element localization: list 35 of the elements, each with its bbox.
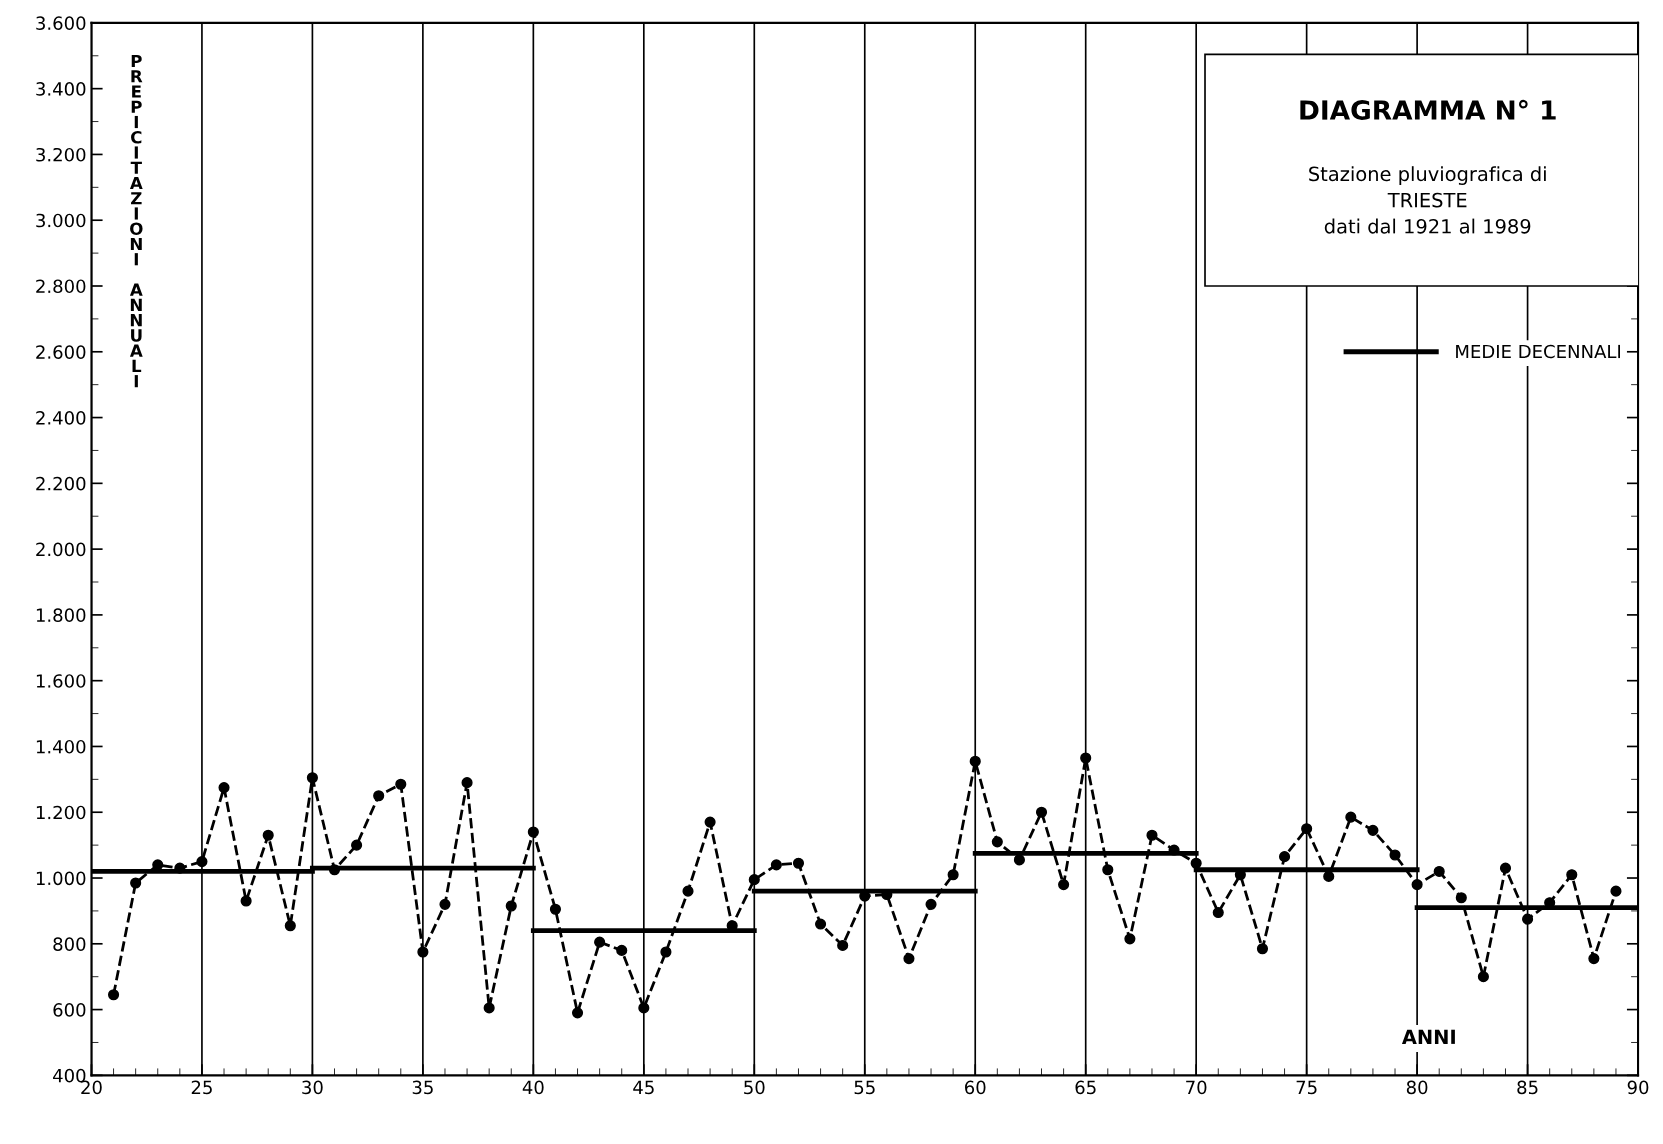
x-tick-label: 85: [1517, 1080, 1538, 1095]
y-tick-label: 1.000: [36, 871, 86, 886]
y-tick-label: 3.400: [36, 82, 86, 96]
x-tick-label: 80: [1406, 1080, 1428, 1095]
y-tick-label: 1.400: [36, 739, 86, 754]
y-tick-label: 3.600: [36, 16, 86, 30]
x-tick-label: 30: [302, 1080, 323, 1095]
x-axis-title: ANNI: [1401, 1029, 1455, 1044]
x-tick-label: 40: [522, 1080, 544, 1095]
x-tick-label: 35: [412, 1080, 433, 1095]
y-tick-label: 800: [53, 937, 86, 951]
y-tick-label: 3.200: [36, 147, 86, 162]
y-tick-label: 2.600: [36, 345, 86, 359]
x-tick-label: 90: [1627, 1080, 1649, 1095]
y-tick-label: 2.000: [36, 542, 86, 557]
legend-label: MEDIE DECENNALI: [1456, 344, 1621, 359]
x-tick-label: 70: [1186, 1080, 1207, 1095]
text: Stazione pluviografica di TRIESTE dati dal 1921 al 1989: [1309, 166, 1546, 234]
x-tick-label: 60: [965, 1080, 986, 1095]
text: PREPICITAZIONI ANNUALI: [129, 54, 143, 388]
x-tick-label: 65: [1075, 1080, 1096, 1095]
x-tick-label: 75: [1296, 1080, 1317, 1095]
x-tick-label: 55: [854, 1080, 875, 1095]
y-tick-label: 600: [53, 1003, 86, 1017]
y-tick-label: 2.200: [36, 476, 86, 491]
text: DIAGRAMMA N° 1: [1300, 99, 1556, 120]
y-tick-label: 1.800: [36, 608, 86, 623]
x-tick-label: 45: [633, 1080, 654, 1095]
x-tick-label: 50: [744, 1080, 765, 1095]
x-tick-label: 25: [191, 1080, 212, 1095]
y-tick-label: 2.800: [36, 279, 86, 294]
y-tick-label: 3.000: [36, 213, 86, 228]
y-tick-label: 1.600: [36, 674, 86, 688]
y-tick-label: 1.200: [36, 805, 86, 820]
y-tick-label: 2.400: [36, 411, 86, 425]
